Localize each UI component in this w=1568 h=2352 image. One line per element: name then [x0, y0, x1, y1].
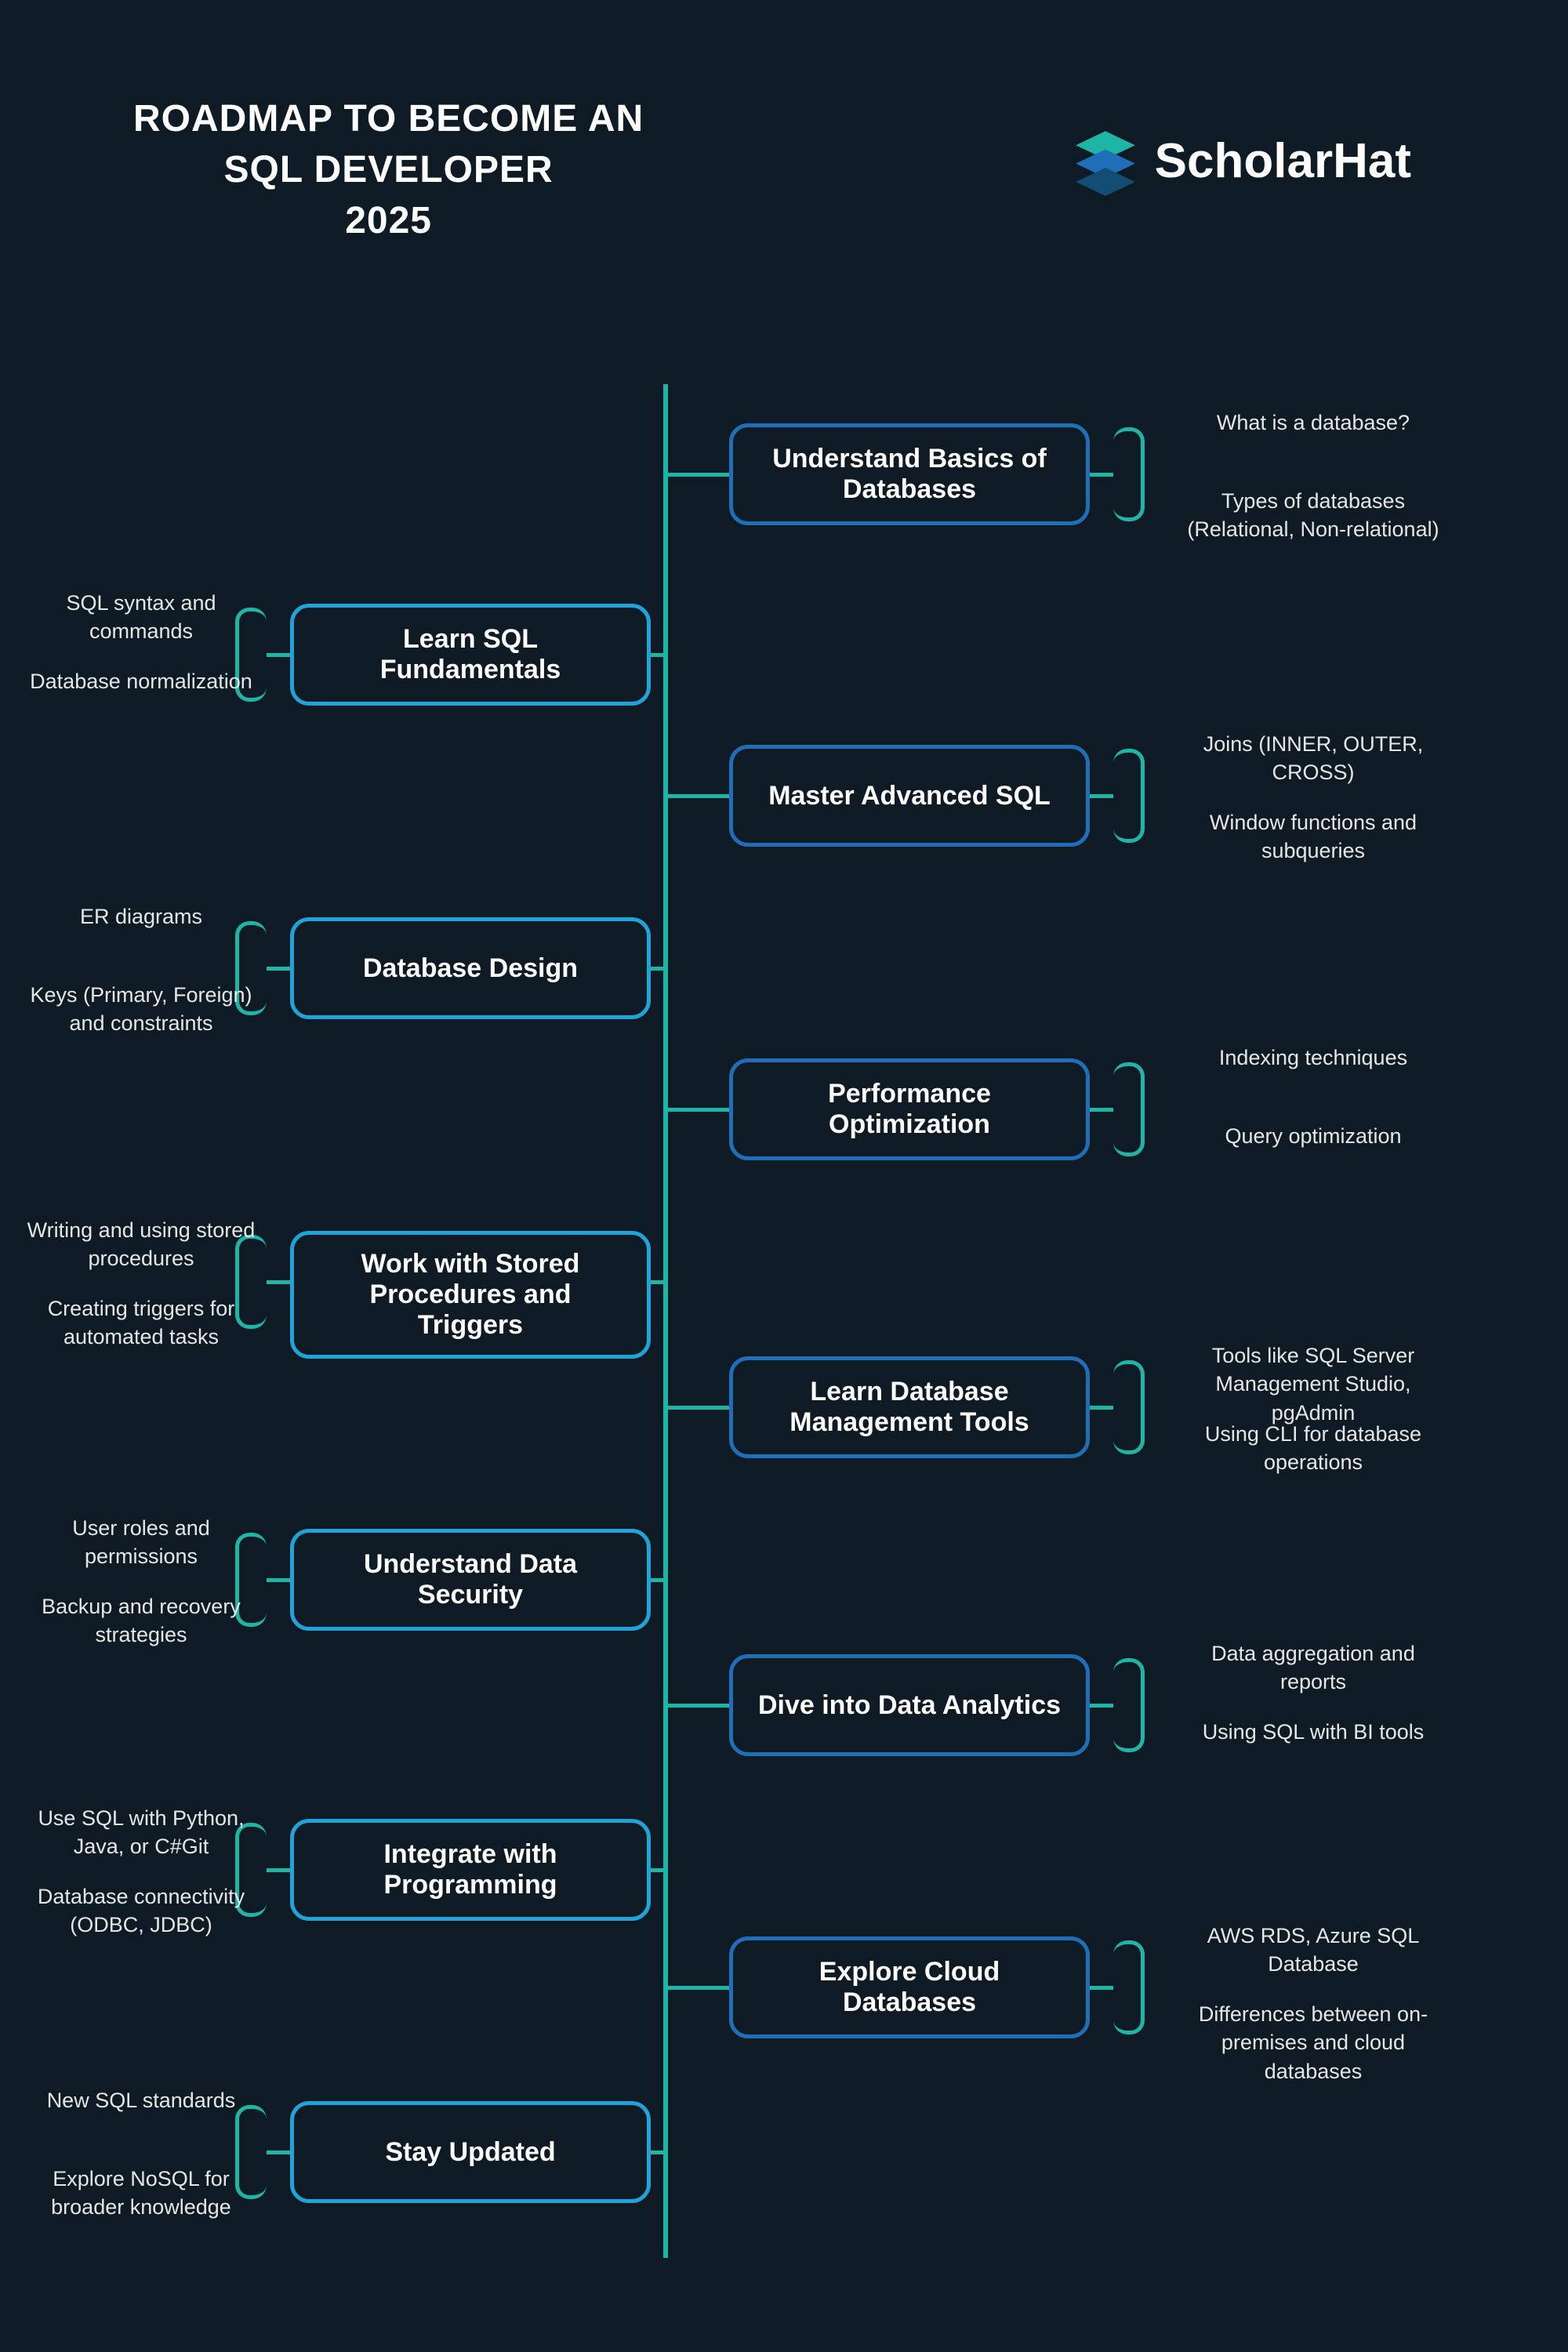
node-label: Explore Cloud Databases [757, 1957, 1062, 2018]
roadmap-node: Integrate with Programming [290, 1819, 651, 1921]
logo-icon [1070, 125, 1141, 196]
branch [668, 1108, 729, 1112]
branch [668, 1986, 729, 1990]
node-label: Stay Updated [385, 2137, 555, 2168]
roadmap-node: Understand Basics of Databases [729, 423, 1090, 525]
sub-item: Query optimization [1176, 1122, 1450, 1150]
node-label: Master Advanced SQL [768, 781, 1051, 811]
branch [651, 967, 663, 971]
header: ROADMAP TO BECOME ANSQL DEVELOPER2025 Sc… [0, 94, 1568, 246]
node-label: Work with Stored Procedures and Triggers [318, 1249, 623, 1341]
sub-item: Creating triggers for automated tasks [24, 1294, 259, 1352]
sub-item: Database normalization [24, 667, 259, 695]
sub-item: What is a database? [1176, 408, 1450, 437]
branch [668, 1406, 729, 1410]
node-label: Dive into Data Analytics [758, 1690, 1061, 1721]
node-label: Understand Data Security [318, 1549, 623, 1610]
brand-name: ScholarHat [1155, 133, 1411, 189]
node-label: Learn Database Management Tools [757, 1377, 1062, 1438]
sub-item: Differences between on-premises and clou… [1176, 2000, 1450, 2085]
bracket-stem [267, 1578, 290, 1582]
bracket-stem [267, 2151, 290, 2154]
node-label: Database Design [363, 953, 578, 984]
bracket-stem [267, 1868, 290, 1872]
sub-item: Joins (INNER, OUTER, CROSS) [1176, 730, 1450, 787]
bracket-stem [1090, 1108, 1113, 1112]
sub-item: Explore NoSQL for broader knowledge [24, 2165, 259, 2222]
bracket-stem [267, 967, 290, 971]
branch [668, 473, 729, 477]
brand-logo: ScholarHat [1070, 125, 1411, 196]
bracket-stem [1090, 1704, 1113, 1708]
sub-bracket [1113, 1940, 1145, 2034]
roadmap-node: Work with Stored Procedures and Triggers [290, 1231, 651, 1359]
roadmap-node: Learn Database Management Tools [729, 1356, 1090, 1458]
sub-item: Types of databases (Relational, Non-rela… [1176, 487, 1450, 544]
sub-item: Writing and using stored procedures [24, 1216, 259, 1273]
roadmap-node: Learn SQL Fundamentals [290, 604, 651, 706]
sub-item: Using CLI for database operations [1176, 1420, 1450, 1477]
node-label: Integrate with Programming [318, 1839, 623, 1900]
node-label: Understand Basics of Databases [757, 444, 1062, 505]
branch [651, 1578, 663, 1582]
branch [651, 1868, 663, 1872]
node-label: Learn SQL Fundamentals [318, 624, 623, 685]
sub-item: Keys (Primary, Foreign) and constraints [24, 981, 259, 1038]
bracket-stem [1090, 473, 1113, 477]
branch [651, 653, 663, 657]
branch [651, 1280, 663, 1284]
roadmap-node: Database Design [290, 917, 651, 1019]
sub-item: New SQL standards [24, 2086, 259, 2114]
sub-item: Window functions and subqueries [1176, 808, 1450, 866]
roadmap-node: Dive into Data Analytics [729, 1654, 1090, 1756]
sub-bracket [1113, 1360, 1145, 1454]
roadmap-node: Performance Optimization [729, 1058, 1090, 1160]
sub-item: Use SQL with Python, Java, or C#Git [24, 1804, 259, 1861]
sub-item: Indexing techniques [1176, 1044, 1450, 1072]
sub-item: Backup and recovery strategies [24, 1592, 259, 1650]
branch [651, 2151, 663, 2154]
roadmap-node: Stay Updated [290, 2101, 651, 2203]
sub-item: ER diagrams [24, 902, 259, 931]
sub-item: Data aggregation and reports [1176, 1639, 1450, 1697]
roadmap-node: Understand Data Security [290, 1529, 651, 1631]
bracket-stem [1090, 1406, 1113, 1410]
sub-item: User roles and permissions [24, 1514, 259, 1571]
roadmap-node: Explore Cloud Databases [729, 1936, 1090, 2038]
sub-bracket [1113, 749, 1145, 843]
sub-bracket [1113, 1062, 1145, 1156]
sub-item: Using SQL with BI tools [1176, 1718, 1450, 1746]
sub-bracket [1113, 427, 1145, 521]
branch [668, 1704, 729, 1708]
bracket-stem [267, 1280, 290, 1284]
sub-item: Database connectivity (ODBC, JDBC) [24, 1882, 259, 1940]
spine [663, 384, 668, 2258]
sub-item: SQL syntax and commands [24, 589, 259, 646]
bracket-stem [1090, 794, 1113, 798]
node-label: Performance Optimization [757, 1079, 1062, 1140]
branch [668, 794, 729, 798]
bracket-stem [267, 653, 290, 657]
sub-item: Tools like SQL Server Management Studio,… [1176, 1341, 1450, 1427]
sub-item: AWS RDS, Azure SQL Database [1176, 1922, 1450, 1979]
roadmap-node: Master Advanced SQL [729, 745, 1090, 847]
bracket-stem [1090, 1986, 1113, 1990]
sub-bracket [1113, 1658, 1145, 1752]
page-title: ROADMAP TO BECOME ANSQL DEVELOPER2025 [133, 94, 644, 246]
